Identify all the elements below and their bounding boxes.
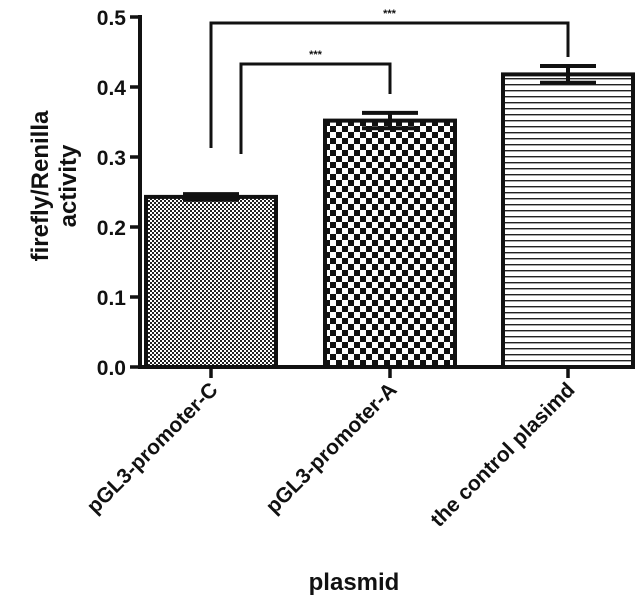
x-axis: pGL3-promoter-C pGL3-promoter-A the contro… — [83, 365, 603, 531]
bar — [144, 194, 278, 369]
y-tick-label: 0.5 — [97, 7, 127, 30]
significance-label: *** — [309, 49, 323, 61]
significance-brackets: *** *** — [209, 8, 570, 154]
y-axis-title: firefly/Renillaactivity — [27, 110, 82, 261]
significance-bracket — [209, 21, 570, 148]
bar — [323, 118, 457, 369]
y-tick-label: 0.3 — [97, 147, 126, 170]
x-tick-label: the control plasimd — [426, 378, 579, 531]
bar — [501, 72, 635, 370]
y-axis-title-line: activity — [55, 144, 82, 227]
significance-bracket — [239, 62, 392, 154]
y-tick-label: 0.1 — [97, 287, 127, 310]
significance-label: *** — [383, 8, 397, 20]
x-tick-label: pGL3-promoter-C — [83, 378, 223, 518]
y-tick-label: 0.0 — [97, 357, 126, 380]
y-tick-label: 0.2 — [97, 217, 126, 240]
y-axis-title-line: firefly/Renilla — [27, 110, 54, 261]
x-tick-label: pGL3-promoter-A — [262, 378, 402, 518]
y-axis-title-text: firefly/Renillaactivity — [27, 110, 82, 261]
error-bars-group — [183, 64, 596, 202]
x-axis-title: plasmid — [309, 569, 400, 596]
y-tick-label: 0.4 — [97, 77, 127, 100]
y-axis: 0.0 0.1 0.2 0.3 0.4 0.5 — [97, 7, 142, 380]
